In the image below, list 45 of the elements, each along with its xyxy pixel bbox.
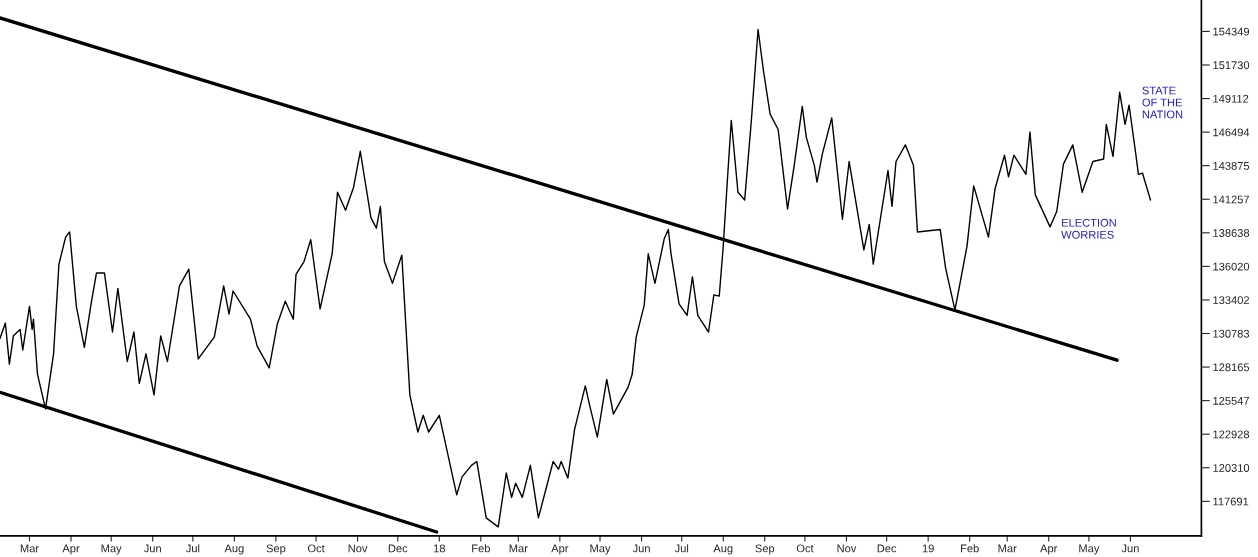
annotation: STATE OF THE NATION	[1142, 86, 1183, 119]
x-tick-label: 19	[922, 544, 934, 553]
y-tick-label: 122928	[1213, 430, 1250, 439]
x-tick-label: Mar	[998, 544, 1017, 553]
y-tick-label: 130783	[1213, 329, 1250, 338]
x-tick-label: Aug	[713, 544, 733, 555]
x-tick-label: Sep	[266, 544, 286, 555]
x-tick-label: Mar	[20, 544, 39, 553]
y-tick-label: 154349	[1213, 27, 1250, 36]
y-tick-label: 149112	[1213, 94, 1249, 103]
x-tick-label: 18	[433, 544, 445, 553]
x-tick-label: Oct	[796, 544, 814, 553]
x-tick-label: Apr	[1040, 544, 1058, 555]
y-tick-label: 136020	[1213, 262, 1250, 271]
x-tick-label: Sep	[755, 544, 775, 555]
x-tick-label: Jun	[632, 544, 650, 553]
y-tick-label: 146494	[1213, 128, 1250, 137]
y-tick-label: 120310	[1213, 464, 1250, 472]
x-tick-label: Dec	[388, 544, 408, 553]
y-tick-label: 128165	[1213, 363, 1250, 372]
x-tick-label: Nov	[837, 544, 857, 553]
annotation: ELECTION WORRIES	[1061, 218, 1116, 239]
x-tick-label: Jun	[1121, 544, 1139, 553]
x-tick-label: Jun	[143, 544, 161, 553]
x-tick-label: Oct	[307, 544, 325, 553]
x-tick-label: Apr	[62, 544, 80, 555]
x-tick-label: Feb	[472, 544, 490, 553]
x-tick-label: Apr	[551, 544, 569, 555]
x-tick-label: May	[1079, 544, 1100, 555]
x-tick-label: Dec	[877, 544, 897, 553]
x-tick-label: May	[101, 544, 122, 555]
y-tick-label: 141257	[1213, 195, 1250, 204]
y-tick-label: 151730	[1213, 61, 1250, 70]
x-tick-label: Aug	[224, 544, 244, 555]
x-tick-label: Jul	[185, 544, 200, 553]
x-tick-label: Nov	[348, 544, 368, 553]
y-tick-label: 133402	[1213, 296, 1250, 305]
x-tick-label: Mar	[509, 544, 528, 553]
y-tick-label: 117691	[1213, 497, 1249, 506]
y-tick-label: 143875	[1213, 161, 1250, 170]
y-tick-label: 125547	[1213, 396, 1250, 405]
x-tick-label: Jul	[674, 544, 689, 553]
y-tick-label: 138638	[1213, 229, 1250, 237]
x-tick-label: Feb	[961, 544, 979, 553]
x-tick-label: May	[590, 544, 611, 555]
